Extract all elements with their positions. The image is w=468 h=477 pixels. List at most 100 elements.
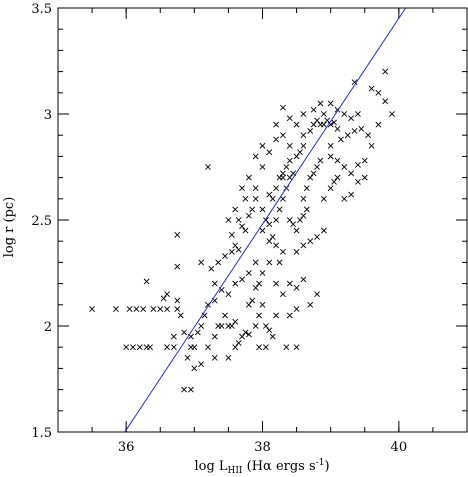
data-point (181, 386, 188, 393)
data-point (293, 284, 300, 291)
data-point (351, 128, 358, 134)
data-point (375, 89, 382, 96)
data-point (136, 344, 143, 351)
data-point (259, 301, 266, 308)
data-point (184, 354, 191, 361)
data-point (150, 306, 157, 312)
data-point (235, 217, 242, 223)
data-point (239, 223, 245, 230)
data-point (337, 136, 344, 143)
data-point (232, 318, 239, 325)
data-point (218, 323, 225, 329)
data-point (191, 365, 198, 372)
data-point (382, 68, 389, 75)
data-point (232, 280, 239, 287)
data-point (300, 142, 307, 149)
data-point (314, 117, 320, 124)
data-point (266, 238, 273, 245)
axis-ticks (57, 7, 468, 433)
data-point (344, 132, 351, 139)
data-point (242, 227, 249, 234)
data-point (249, 297, 256, 304)
data-point (341, 164, 348, 170)
data-point (140, 306, 147, 312)
data-point (300, 212, 307, 219)
data-point (280, 104, 286, 111)
data-point (256, 344, 263, 351)
data-point (324, 117, 331, 124)
data-point (245, 270, 252, 276)
data-point (198, 361, 205, 368)
data-point (225, 354, 232, 361)
data-point (297, 217, 303, 223)
data-point (276, 174, 283, 181)
data-point (174, 306, 181, 312)
data-point (358, 125, 365, 132)
data-point (174, 231, 181, 238)
data-point (262, 323, 269, 329)
data-point (307, 128, 314, 134)
data-point (290, 221, 297, 228)
data-point (164, 291, 170, 298)
data-point (211, 354, 218, 361)
data-point (256, 312, 263, 319)
data-point (259, 270, 266, 276)
data-point (286, 312, 293, 319)
data-point (286, 280, 293, 287)
data-point (215, 259, 222, 266)
data-point (259, 164, 266, 170)
data-point (348, 115, 355, 122)
data-point (269, 333, 276, 340)
data-point (293, 306, 300, 312)
data-point (368, 142, 375, 149)
data-point (143, 278, 150, 285)
data-point (252, 195, 259, 202)
data-point (205, 164, 211, 170)
y-tick-label: 3.5 (31, 2, 52, 17)
data-point (174, 297, 181, 304)
data-point (245, 212, 252, 219)
data-point (361, 174, 368, 181)
data-point (239, 333, 245, 340)
data-point (327, 100, 334, 107)
plot-frame (57, 7, 468, 433)
data-point (300, 276, 307, 283)
data-point (286, 217, 293, 223)
data-point (228, 248, 235, 255)
data-point (286, 174, 293, 181)
x-tick-label: 36 (118, 440, 135, 455)
data-point (259, 206, 266, 213)
data-point (300, 242, 307, 249)
data-point (174, 263, 181, 270)
data-point (273, 185, 280, 192)
data-point (334, 174, 341, 181)
data-point (232, 206, 239, 213)
data-point (266, 149, 273, 156)
data-point (280, 170, 286, 177)
data-point (225, 217, 232, 223)
data-point (286, 157, 293, 164)
y-tick-label: 2 (44, 320, 52, 335)
data-point (348, 191, 355, 198)
data-point (222, 312, 228, 319)
data-point (256, 280, 263, 287)
data-point (208, 265, 215, 272)
data-point (351, 79, 358, 86)
data-point (310, 170, 317, 177)
data-point (293, 121, 300, 128)
data-point (113, 306, 119, 312)
data-point (327, 153, 334, 160)
data-point (375, 121, 382, 128)
data-point (348, 170, 355, 177)
x-axis-title: log LHII (Hα ergs s-1) (194, 458, 329, 476)
fit-line-group (124, 7, 407, 433)
data-point (300, 195, 307, 202)
data-point (310, 121, 317, 128)
data-point (228, 323, 235, 329)
fit-line (124, 7, 407, 433)
data-point (382, 98, 389, 105)
data-point (259, 227, 266, 234)
data-point (307, 301, 314, 308)
data-point (252, 323, 259, 329)
